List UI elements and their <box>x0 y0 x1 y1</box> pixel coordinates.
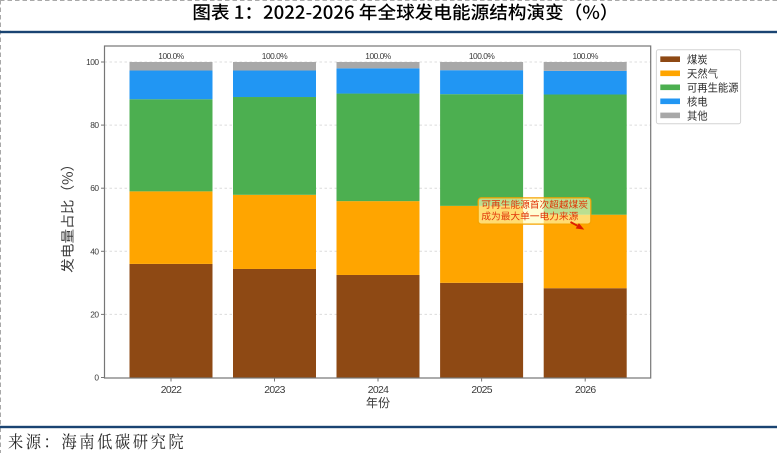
svg-text:20: 20 <box>90 309 99 319</box>
svg-text:60: 60 <box>90 183 99 193</box>
svg-text:2024: 2024 <box>368 385 389 396</box>
svg-text:100: 100 <box>86 57 99 67</box>
svg-text:2026: 2026 <box>575 385 596 396</box>
svg-text:100.0%: 100.0% <box>158 51 184 61</box>
svg-text:40: 40 <box>90 246 99 256</box>
svg-text:2023: 2023 <box>264 385 285 396</box>
svg-text:2022: 2022 <box>161 385 182 396</box>
svg-text:100.0%: 100.0% <box>572 51 598 61</box>
svg-text:80: 80 <box>90 120 99 130</box>
svg-text:0: 0 <box>94 373 99 383</box>
svg-text:100.0%: 100.0% <box>469 51 495 61</box>
svg-text:100.0%: 100.0% <box>365 51 391 61</box>
svg-text:2025: 2025 <box>471 385 492 396</box>
svg-text:100.0%: 100.0% <box>262 51 288 61</box>
